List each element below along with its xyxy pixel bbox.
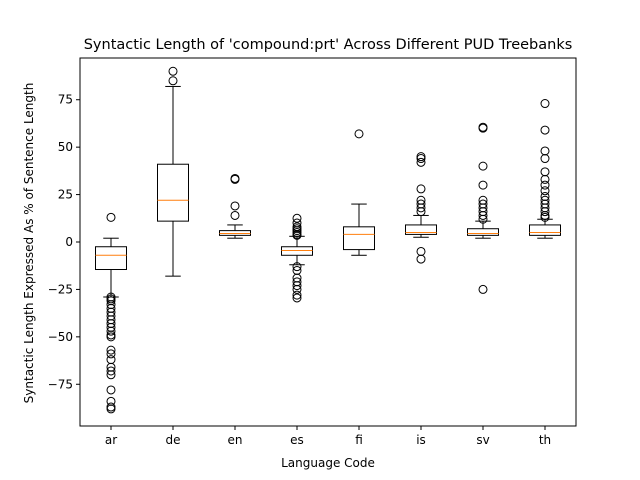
x-tick-label: en <box>228 433 243 447</box>
x-tick-label: ar <box>105 433 117 447</box>
y-tick-label: −50 <box>48 330 73 344</box>
outlier-point <box>292 281 302 291</box>
outlier-point <box>540 99 550 109</box>
box-group-de <box>157 66 189 277</box>
outlier-point <box>416 184 426 194</box>
outlier-point <box>230 210 240 220</box>
outlier-point <box>416 246 426 256</box>
y-axis-label: Syntactic Length Expressed As % of Sente… <box>22 83 36 404</box>
outlier-point <box>168 66 178 76</box>
box-group-is <box>405 152 437 264</box>
outlier-point <box>106 402 116 412</box>
outlier-point <box>230 173 240 183</box>
outlier-point <box>106 366 116 376</box>
outlier-point <box>106 345 116 355</box>
outlier-point <box>540 154 550 164</box>
outlier-point <box>416 152 426 162</box>
outlier-point <box>540 180 550 190</box>
box-group-ar <box>95 212 127 414</box>
iqr-box <box>405 224 437 235</box>
outlier-point <box>416 199 426 209</box>
x-tick-label: fi <box>355 433 363 447</box>
outlier-point <box>540 186 550 196</box>
outlier-point <box>106 370 116 380</box>
outlier-point <box>292 284 302 294</box>
y-tick-label: 25 <box>58 188 73 202</box>
x-tick-label: es <box>290 433 304 447</box>
outlier-point <box>540 167 550 177</box>
iqr-box <box>467 228 499 236</box>
outlier-point <box>292 262 302 272</box>
outlier-point <box>478 195 488 205</box>
outlier-point <box>478 199 488 209</box>
x-tick-label: th <box>539 433 551 447</box>
x-tick-label: sv <box>476 433 489 447</box>
box-group-sv <box>467 122 499 294</box>
box-group-en <box>219 173 251 239</box>
outlier-point <box>292 218 302 228</box>
axes-frame <box>79 57 577 427</box>
iqr-box <box>343 226 375 251</box>
outlier-point <box>540 174 550 184</box>
outlier-point <box>292 222 302 232</box>
x-tick-label: is <box>416 433 426 447</box>
outlier-point <box>168 76 178 86</box>
box-group-fi <box>343 129 375 256</box>
outlier-point <box>106 355 116 365</box>
outlier-point <box>354 129 364 139</box>
outlier-point <box>540 125 550 135</box>
outlier-point <box>416 157 426 167</box>
y-tick-label: 0 <box>65 235 73 249</box>
iqr-box <box>529 224 561 236</box>
y-tick-label: 50 <box>58 140 73 154</box>
iqr-box <box>157 163 189 222</box>
y-tick-label: −25 <box>48 282 73 296</box>
outlier-point <box>106 212 116 222</box>
outlier-point <box>106 385 116 395</box>
outlier-point <box>106 349 116 359</box>
outlier-point <box>540 146 550 156</box>
outlier-point <box>478 284 488 294</box>
y-tick-label: 75 <box>58 93 73 107</box>
outlier-point <box>292 213 302 223</box>
outlier-point <box>416 195 426 205</box>
x-tick-label: de <box>166 433 181 447</box>
outlier-point <box>292 290 302 300</box>
outlier-point <box>416 254 426 264</box>
outlier-point <box>230 201 240 211</box>
chart-title: Syntactic Length of 'compound:prt' Acros… <box>84 37 573 53</box>
outlier-point <box>106 332 116 342</box>
y-tick-label: −75 <box>48 377 73 391</box>
box-group-th <box>529 99 561 239</box>
outlier-point <box>106 404 116 414</box>
outlier-point <box>478 161 488 171</box>
outlier-point <box>540 191 550 201</box>
outlier-point <box>478 180 488 190</box>
outlier-point <box>106 326 116 336</box>
x-axis-label: Language Code <box>281 456 375 470</box>
iqr-box <box>95 246 127 271</box>
outlier-point <box>540 195 550 205</box>
plot-area <box>95 66 561 414</box>
outlier-point <box>478 122 488 132</box>
box-group-es <box>281 213 313 303</box>
outlier-point <box>292 293 302 303</box>
